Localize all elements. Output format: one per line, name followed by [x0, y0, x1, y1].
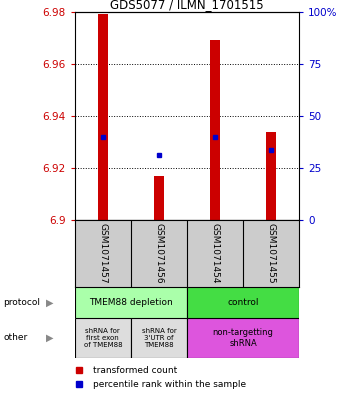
Bar — [154, 176, 164, 220]
Title: GDS5077 / ILMN_1701515: GDS5077 / ILMN_1701515 — [110, 0, 264, 11]
Text: GSM1071456: GSM1071456 — [154, 223, 164, 284]
Bar — [75, 318, 131, 358]
Text: GSM1071454: GSM1071454 — [210, 223, 220, 284]
Text: control: control — [227, 298, 259, 307]
Text: ▶: ▶ — [46, 333, 53, 343]
Text: shRNA for
3'UTR of
TMEM88: shRNA for 3'UTR of TMEM88 — [141, 328, 176, 348]
Bar — [187, 287, 299, 318]
Bar — [210, 40, 220, 220]
Text: GSM1071455: GSM1071455 — [267, 223, 276, 284]
Text: GSM1071457: GSM1071457 — [98, 223, 107, 284]
Text: shRNA for
first exon
of TMEM88: shRNA for first exon of TMEM88 — [84, 328, 122, 348]
Bar — [75, 287, 187, 318]
Text: transformed count: transformed count — [93, 365, 177, 375]
Text: percentile rank within the sample: percentile rank within the sample — [93, 380, 246, 389]
Bar — [131, 318, 187, 358]
Text: non-targetting
shRNA: non-targetting shRNA — [212, 328, 274, 348]
Text: other: other — [3, 334, 28, 342]
Text: TMEM88 depletion: TMEM88 depletion — [89, 298, 173, 307]
Text: ▶: ▶ — [46, 298, 53, 308]
Text: protocol: protocol — [3, 298, 40, 307]
Bar — [187, 318, 299, 358]
Bar — [98, 15, 108, 220]
Bar — [266, 132, 276, 220]
